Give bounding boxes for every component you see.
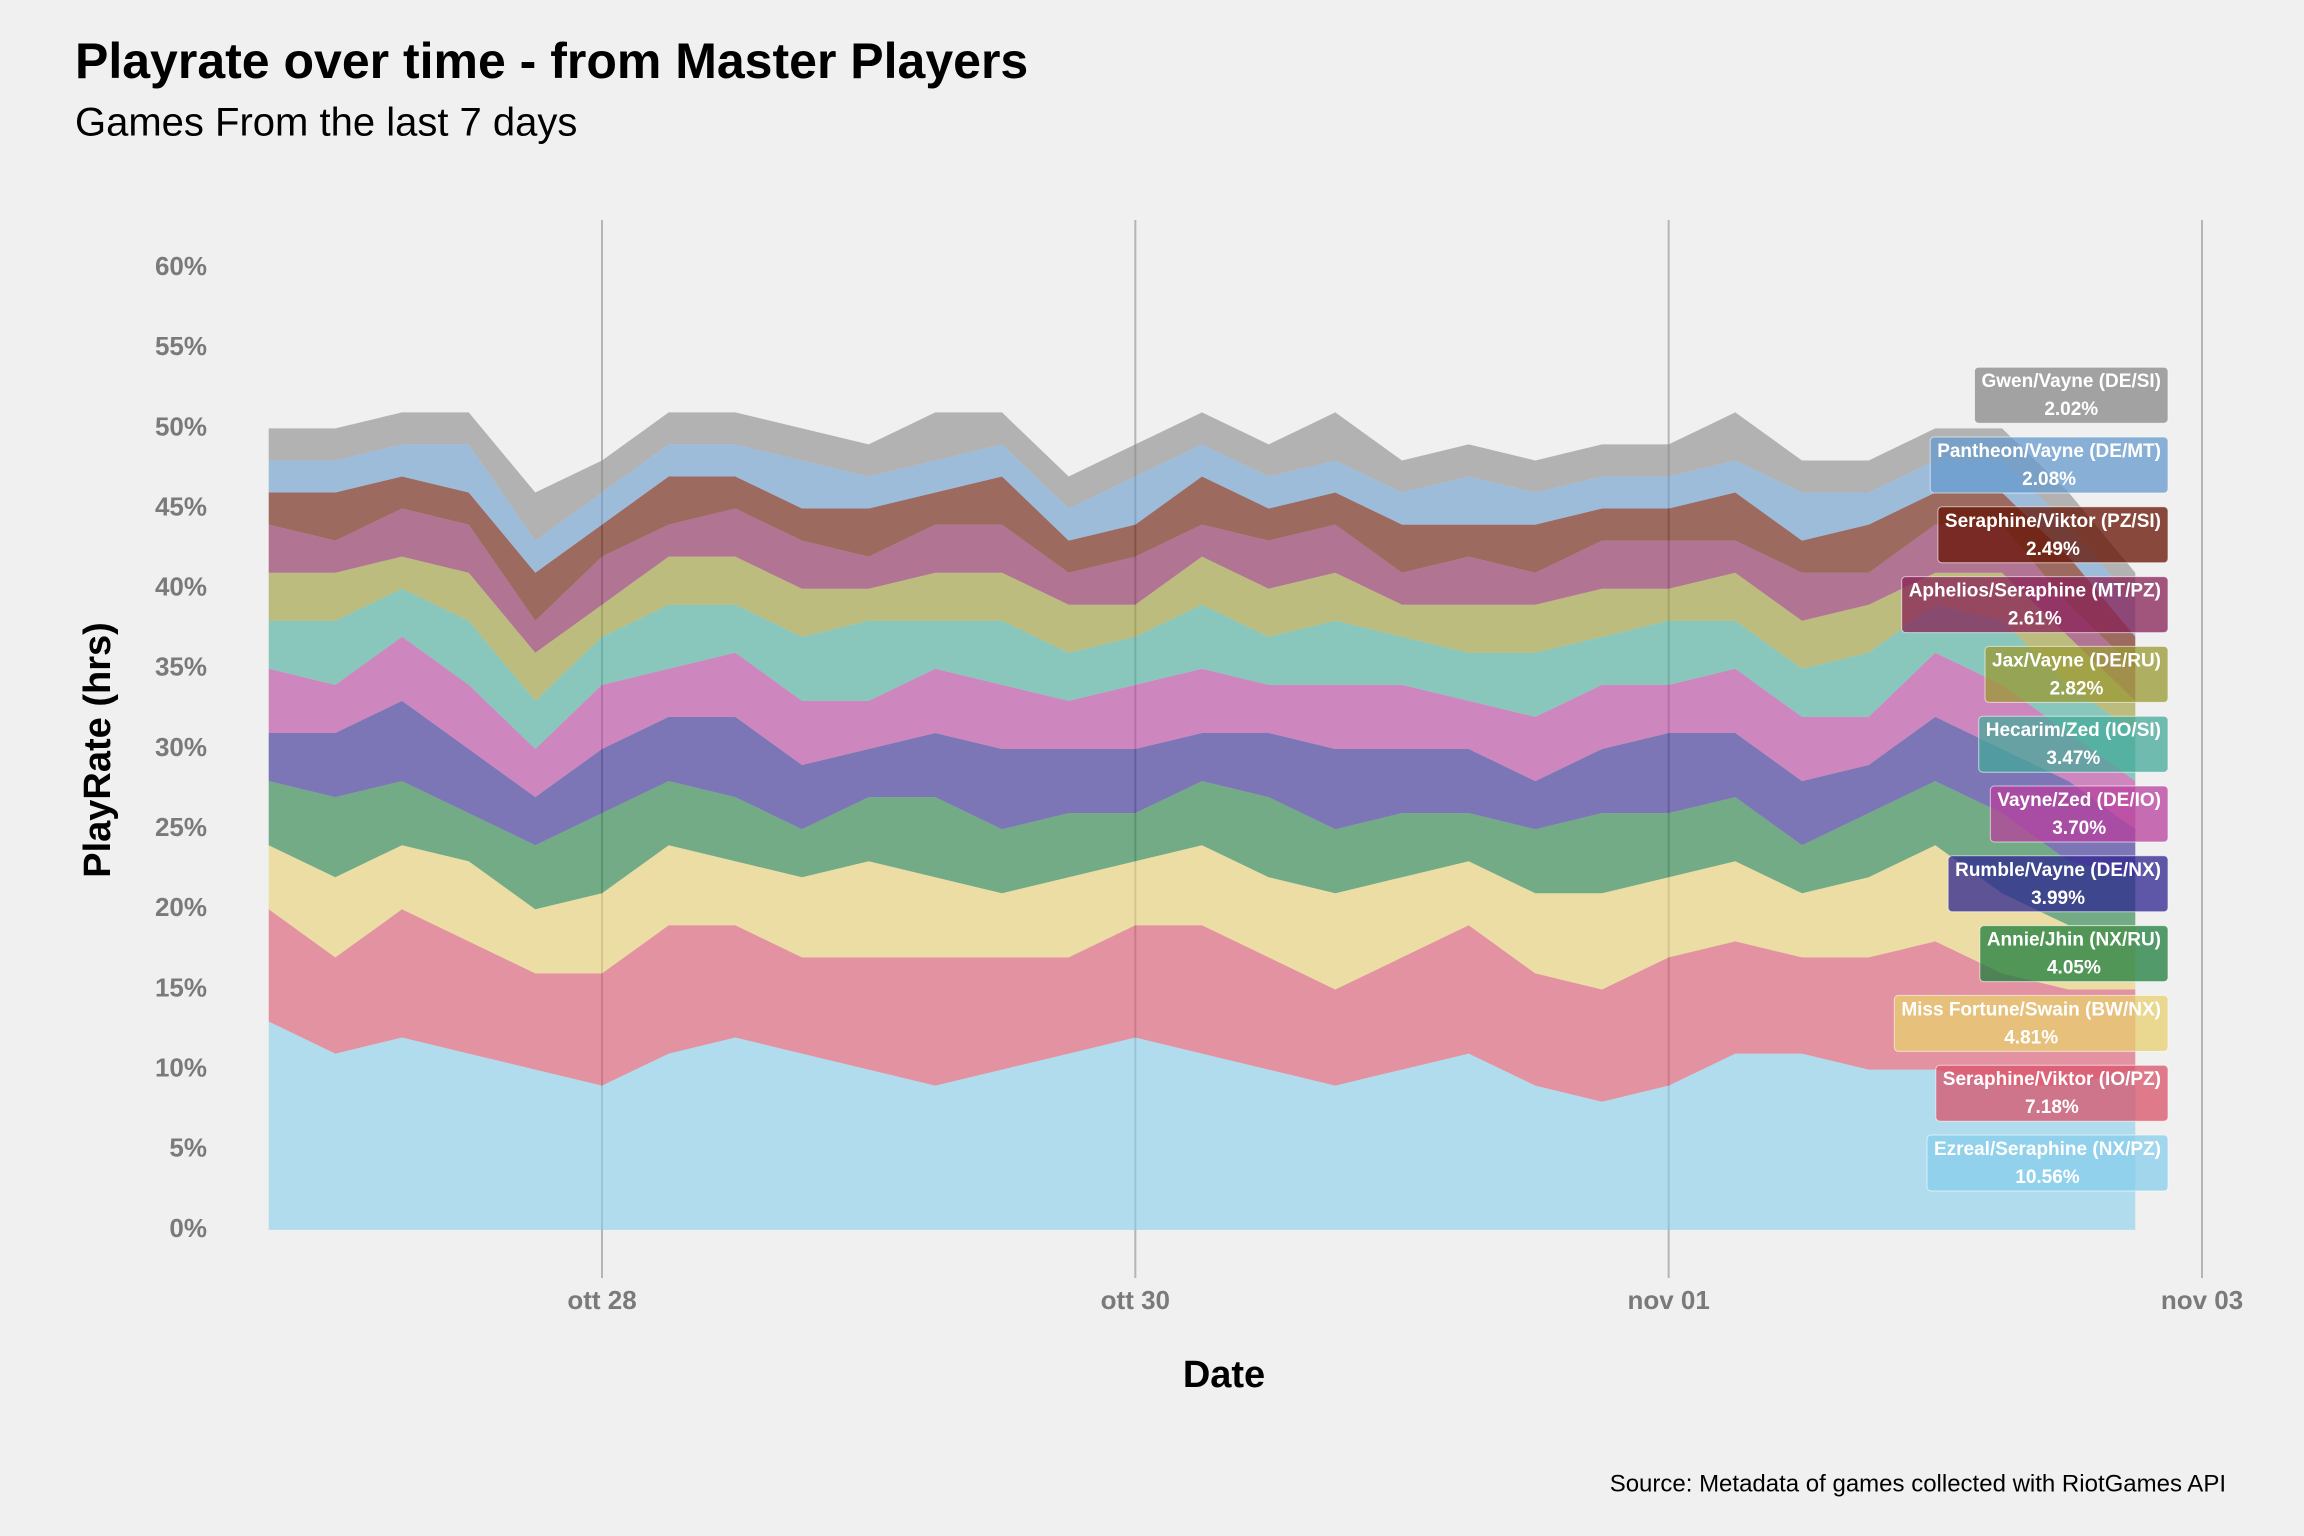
series-label: Annie/Jhin (NX/RU) 4.05% (1979, 925, 2169, 983)
value-label: 7.18% (2025, 1097, 2079, 1118)
value-label: 3.47% (2046, 748, 2100, 769)
value-label: 2.82% (2050, 678, 2104, 699)
value-label: 4.05% (2047, 958, 2101, 979)
series-label: Pantheon/Vayne (DE/MT) 2.08% (1929, 436, 2169, 494)
y-tick-label: 30% (155, 732, 207, 762)
legend-label: Gwen/Vayne (DE/SI) (1982, 371, 2162, 392)
x-tick-label: nov 03 (2161, 1285, 2243, 1315)
series-label: Hecarim/Zed (IO/SI) 3.47% (1978, 715, 2169, 773)
label-box (1974, 366, 2169, 424)
series-label: Aphelios/Seraphine (MT/PZ) 2.61% (1901, 576, 2169, 634)
value-label: 10.56% (2015, 1167, 2080, 1188)
value-label: 2.02% (2044, 399, 2098, 420)
label-box (1901, 576, 2169, 634)
y-tick-label: 40% (155, 572, 207, 602)
value-label: 3.99% (2031, 888, 2085, 909)
series-labels: Ezreal/Seraphine (NX/PZ) 10.56% Seraphine/… (1893, 366, 2169, 1192)
legend-label: Seraphine/Viktor (PZ/SI) (1945, 511, 2161, 532)
label-box (1989, 785, 2169, 843)
area (268, 781, 2136, 926)
x-tick-label: nov 01 (1627, 1285, 1709, 1315)
x-tick-label: ott 28 (567, 1285, 636, 1315)
area (268, 845, 2136, 990)
legend-label: Pantheon/Vayne (DE/MT) (1937, 441, 2161, 462)
y-tick-label: 15% (155, 972, 207, 1002)
area (268, 1021, 2136, 1230)
legend-label: Jax/Vayne (DE/RU) (1992, 650, 2161, 671)
label-box (1947, 855, 2169, 913)
chart-subtitle: Games From the last 7 days (75, 101, 577, 145)
label-box (1979, 925, 2169, 983)
area (268, 444, 2136, 637)
chart-title: Playrate over time - from Master Players (75, 33, 1028, 89)
area (268, 556, 2136, 733)
source-note: Source: Metadata of games collected with… (1610, 1470, 2226, 1497)
legend-label: Annie/Jhin (NX/RU) (1987, 930, 2161, 951)
series-label: Miss Fortune/Swain (BW/NX) 4.81% (1893, 994, 2169, 1052)
area (268, 909, 2136, 1102)
area (268, 412, 2136, 605)
legend-label: Aphelios/Seraphine (MT/PZ) (1909, 581, 2161, 602)
label-box (1929, 436, 2169, 494)
y-tick-label: 45% (155, 491, 207, 521)
area (268, 700, 2136, 878)
y-tick-label: 0% (169, 1213, 207, 1243)
area (268, 588, 2136, 782)
area (268, 476, 2136, 669)
y-tick-label: 55% (155, 331, 207, 361)
y-tick-label: 10% (155, 1052, 207, 1082)
value-label: 2.61% (2008, 609, 2062, 630)
legend-label: Rumble/Vayne (DE/NX) (1955, 860, 2161, 881)
label-box (1984, 645, 2169, 703)
area (268, 508, 2136, 701)
legend-label: Miss Fortune/Swain (BW/NX) (1901, 999, 2161, 1020)
label-box (1893, 994, 2169, 1052)
y-tick-label: 25% (155, 812, 207, 842)
x-axis-label: Date (1183, 1354, 1265, 1396)
value-label: 2.49% (2026, 539, 2080, 560)
value-label: 4.81% (2004, 1027, 2058, 1048)
y-tick-label: 35% (155, 652, 207, 682)
series-label: Seraphine/Viktor (PZ/SI) 2.49% (1937, 506, 2169, 564)
label-box (1978, 715, 2169, 773)
legend-label: Seraphine/Viktor (IO/PZ) (1943, 1069, 2161, 1090)
series-label: Rumble/Vayne (DE/NX) 3.99% (1947, 855, 2169, 913)
x-tick-label: ott 30 (1101, 1285, 1170, 1315)
y-tick-label: 60% (155, 251, 207, 281)
label-box (1935, 1064, 2169, 1122)
y-tick-label: 50% (155, 411, 207, 441)
y-tick-label: 20% (155, 892, 207, 922)
series-label: Jax/Vayne (DE/RU) 2.82% (1984, 645, 2169, 703)
legend-label: Hecarim/Zed (IO/SI) (1986, 720, 2161, 741)
series-label: Vayne/Zed (DE/IO) 3.70% (1989, 785, 2169, 843)
series-label: Ezreal/Seraphine (NX/PZ) 10.56% (1926, 1134, 2169, 1192)
value-label: 2.08% (2022, 469, 2076, 490)
legend-label: Vayne/Zed (DE/IO) (1997, 790, 2161, 811)
series-label: Seraphine/Viktor (IO/PZ) 7.18% (1935, 1064, 2169, 1122)
label-box (1926, 1134, 2169, 1192)
areas (268, 412, 2136, 1230)
series-label: Gwen/Vayne (DE/SI) 2.02% (1974, 366, 2169, 424)
legend-label: Ezreal/Seraphine (NX/PZ) (1934, 1139, 2161, 1160)
value-label: 3.70% (2052, 818, 2106, 839)
y-axis-label: PlayRate (hrs) (77, 622, 119, 878)
y-tick-label: 5% (169, 1133, 207, 1163)
label-box (1937, 506, 2169, 564)
